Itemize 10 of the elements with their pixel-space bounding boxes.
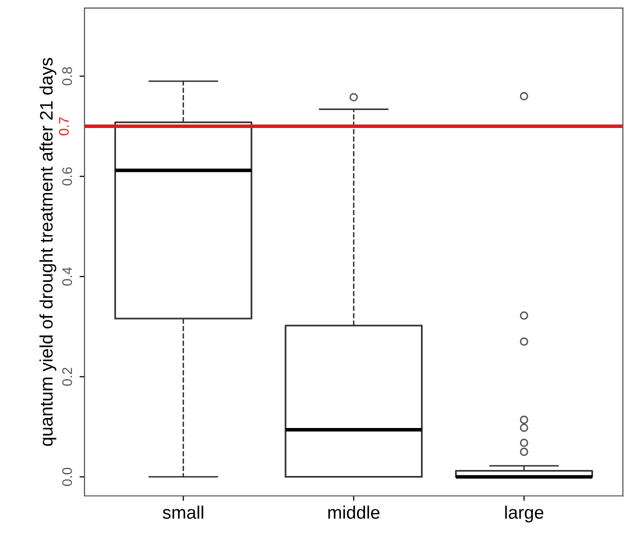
y-tick-label: 0.0 xyxy=(62,468,72,486)
y-tick-label: 0.4 xyxy=(62,267,72,286)
x-tick-label: large xyxy=(505,506,544,522)
y-tick-label: 0.2 xyxy=(62,368,72,386)
ref-line-label: 0.7 xyxy=(58,117,69,136)
y-tick-label: 0.6 xyxy=(62,167,72,186)
y-axis-title: quantum yield of drought treatment after 21 days xyxy=(39,58,56,446)
x-tick-label: small xyxy=(162,506,204,519)
x-tick-label: middle xyxy=(328,506,380,519)
y-tick-label: 0.8 xyxy=(62,67,72,86)
